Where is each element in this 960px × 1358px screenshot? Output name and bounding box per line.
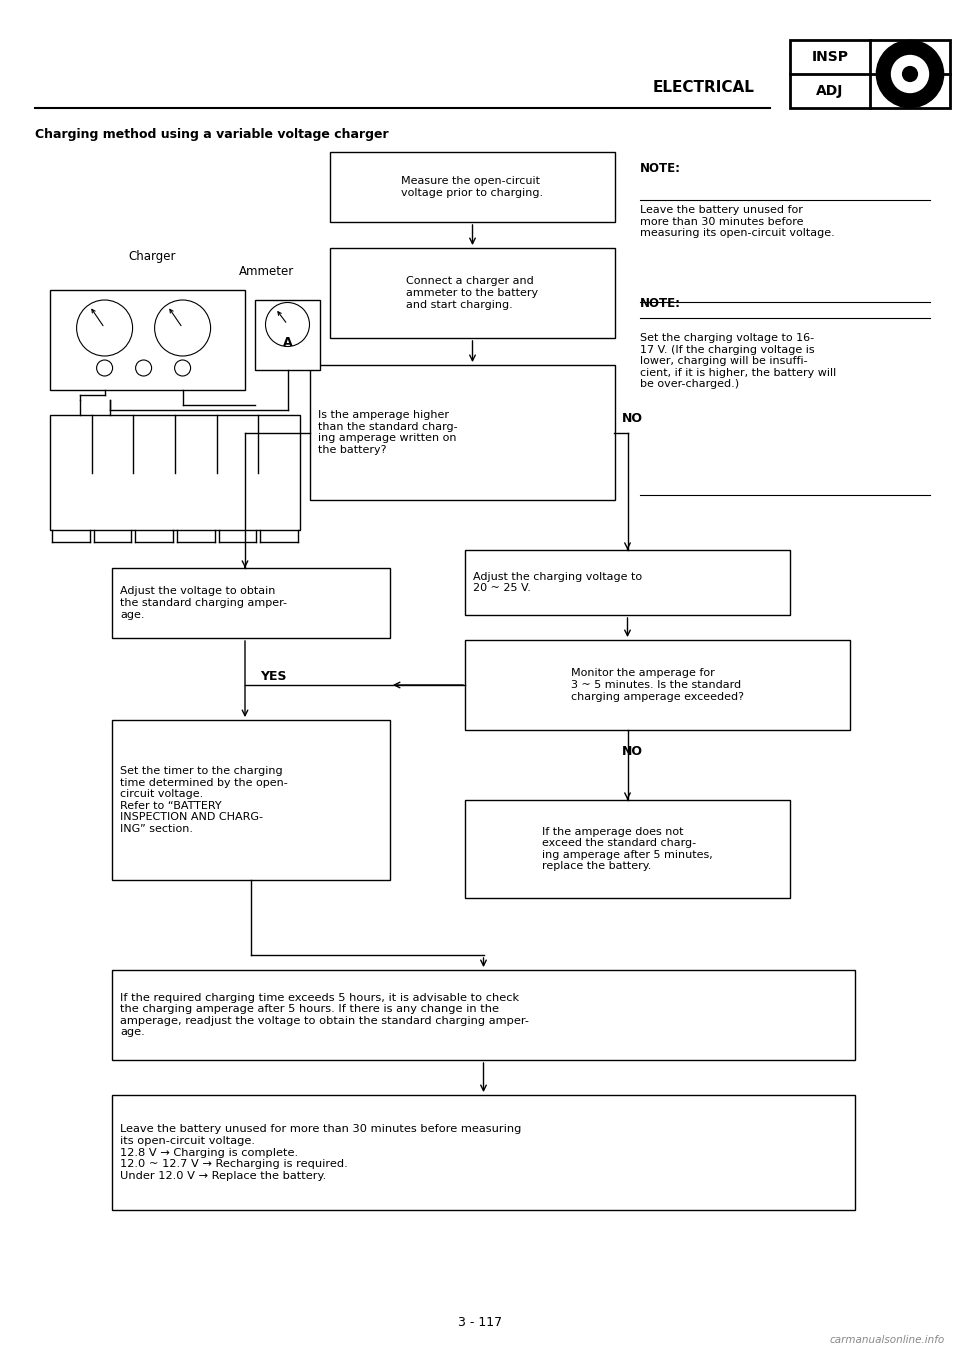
Bar bbox=[465, 550, 790, 615]
Text: Is the amperage higher
than the standard charg-
ing amperage written on
the batt: Is the amperage higher than the standard… bbox=[318, 410, 458, 455]
Text: NOTE:: NOTE: bbox=[640, 162, 681, 175]
Bar bbox=[255, 300, 320, 369]
Text: ELECTRICAL: ELECTRICAL bbox=[653, 80, 755, 95]
Circle shape bbox=[135, 360, 152, 376]
Text: NOTE:: NOTE: bbox=[640, 297, 681, 310]
Text: Adjust the charging voltage to
20 ~ 25 V.: Adjust the charging voltage to 20 ~ 25 V… bbox=[473, 572, 642, 593]
Text: YES: YES bbox=[260, 671, 286, 683]
Text: YES: YES bbox=[213, 418, 240, 430]
Text: NO: NO bbox=[622, 746, 643, 758]
Text: If the required charging time exceeds 5 hours, it is advisable to check
the char: If the required charging time exceeds 5 … bbox=[120, 993, 529, 1038]
Bar bbox=[112, 568, 390, 638]
Text: 3 - 117: 3 - 117 bbox=[458, 1316, 502, 1329]
Text: A: A bbox=[282, 335, 292, 349]
Text: Set the charging voltage to 16-
17 V. (If the charging voltage is
lower, chargin: Set the charging voltage to 16- 17 V. (I… bbox=[640, 333, 836, 390]
Circle shape bbox=[77, 300, 132, 356]
Text: Adjust the voltage to obtain
the standard charging amper-
age.: Adjust the voltage to obtain the standar… bbox=[120, 587, 287, 619]
Bar bbox=[465, 800, 790, 898]
Text: Measure the open-circuit
voltage prior to charging.: Measure the open-circuit voltage prior t… bbox=[401, 177, 543, 198]
Text: Connect a charger and
ammeter to the battery
and start charging.: Connect a charger and ammeter to the bat… bbox=[406, 277, 539, 310]
Bar bbox=[465, 640, 850, 731]
Circle shape bbox=[97, 360, 112, 376]
Text: carmanualsonline.info: carmanualsonline.info bbox=[829, 1335, 945, 1344]
Bar bbox=[50, 291, 245, 390]
Circle shape bbox=[892, 56, 928, 92]
Circle shape bbox=[175, 360, 191, 376]
Text: Leave the battery unused for
more than 30 minutes before
measuring its open-circ: Leave the battery unused for more than 3… bbox=[640, 205, 835, 238]
Bar bbox=[330, 249, 615, 338]
Bar bbox=[112, 720, 390, 880]
Bar bbox=[50, 416, 300, 530]
Circle shape bbox=[266, 303, 309, 346]
Text: INSP: INSP bbox=[811, 50, 849, 64]
Text: ADJ: ADJ bbox=[816, 84, 844, 98]
Circle shape bbox=[902, 67, 918, 81]
Circle shape bbox=[155, 300, 210, 356]
Text: Charger: Charger bbox=[129, 250, 176, 263]
Bar bbox=[310, 365, 615, 500]
Text: Set the timer to the charging
time determined by the open-
circuit voltage.
Refe: Set the timer to the charging time deter… bbox=[120, 766, 288, 834]
Text: If the amperage does not
exceed the standard charg-
ing amperage after 5 minutes: If the amperage does not exceed the stan… bbox=[542, 827, 713, 872]
Bar bbox=[330, 152, 615, 221]
Circle shape bbox=[876, 41, 944, 107]
Text: Ammeter: Ammeter bbox=[239, 265, 295, 278]
Bar bbox=[112, 1095, 855, 1210]
Text: Leave the battery unused for more than 30 minutes before measuring
its open-circ: Leave the battery unused for more than 3… bbox=[120, 1124, 521, 1180]
Text: NO: NO bbox=[622, 411, 643, 425]
Text: Monitor the amperage for
3 ~ 5 minutes. Is the standard
charging amperage exceed: Monitor the amperage for 3 ~ 5 minutes. … bbox=[571, 668, 744, 702]
Bar bbox=[790, 39, 950, 109]
Bar bbox=[112, 970, 855, 1061]
Text: Charging method using a variable voltage charger: Charging method using a variable voltage… bbox=[35, 128, 389, 141]
